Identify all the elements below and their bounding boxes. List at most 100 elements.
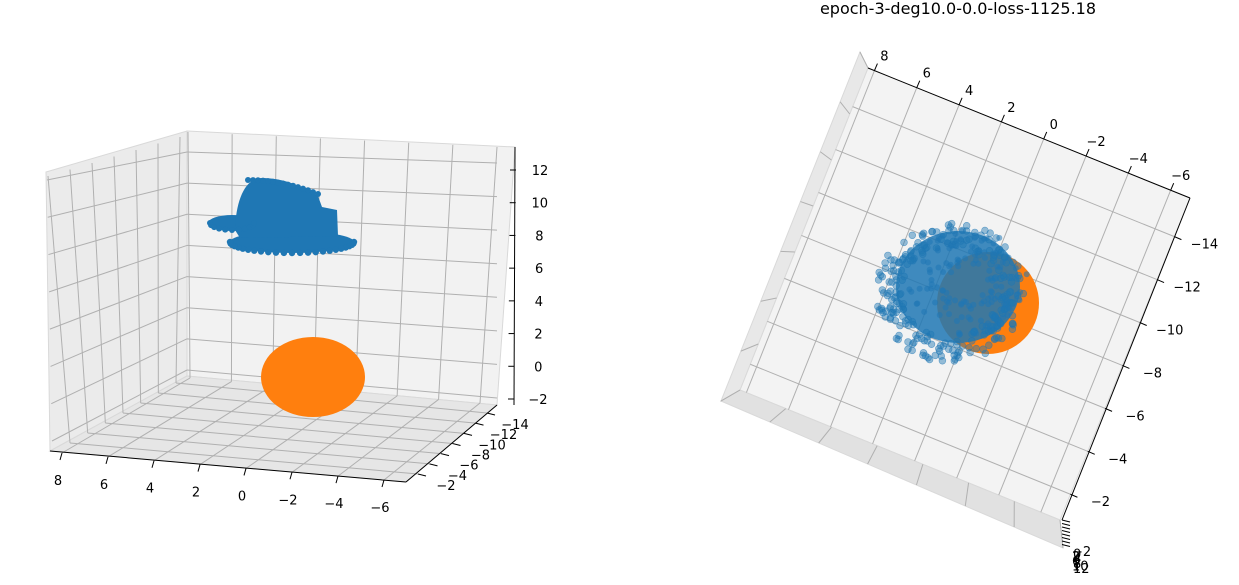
left-z-side-gridline	[47, 182, 188, 218]
left-blue-point	[295, 184, 301, 191]
right-blue-point	[967, 248, 974, 255]
right-blue-point	[927, 269, 933, 276]
right-x-tick-label: 4	[965, 84, 973, 99]
right-blue-point	[1016, 297, 1023, 304]
right-blue-cloud	[874, 219, 1030, 365]
left-blue-point	[270, 178, 276, 185]
left-z-gridline	[186, 307, 498, 332]
right-blue-point	[979, 292, 986, 299]
left-blue-point	[260, 177, 266, 184]
right-y-tick-label: −12	[1173, 281, 1200, 296]
right-blue-point	[944, 298, 950, 305]
right-blue-point	[952, 230, 959, 237]
right-blue-point	[896, 321, 904, 330]
right-blue-point	[940, 269, 946, 275]
right-blue-point	[942, 304, 949, 311]
right-blue-point	[989, 250, 996, 257]
right-blue-point	[895, 290, 904, 299]
right-blue-point	[962, 255, 969, 262]
right-z-bottom-gridline	[769, 408, 787, 423]
right-z-tick	[1061, 533, 1071, 537]
right-blue-point	[981, 249, 988, 256]
right-blue-point	[972, 344, 980, 353]
right-blue-point	[999, 271, 1007, 280]
right-y-tick	[1174, 236, 1182, 241]
right-blue-point	[1000, 314, 1007, 321]
left-blue-point	[310, 189, 316, 196]
left-y-gridline	[105, 422, 442, 455]
right-x-tick	[1127, 165, 1132, 174]
right-blue-point	[874, 276, 883, 284]
right-blue-point	[892, 276, 900, 284]
right-y-tick	[1122, 364, 1130, 369]
right-blue-point	[879, 309, 887, 317]
right-blue-point	[939, 287, 946, 294]
right-blue-point	[893, 299, 901, 307]
right-z-side-gridline	[740, 343, 759, 352]
right-blue-point	[952, 297, 958, 304]
right-blue-point	[892, 272, 900, 280]
right-blue-point	[938, 357, 947, 365]
right-y-tick	[1139, 322, 1147, 326]
left-blue-dots	[207, 177, 358, 257]
right-blue-point	[998, 294, 1007, 302]
right-blue-point	[972, 251, 978, 258]
left-y-tick-label: −14	[501, 418, 528, 433]
left-blue-point	[244, 246, 252, 253]
right-z-bottom-gridline	[915, 464, 924, 486]
right-blue-point	[1017, 289, 1024, 296]
right-x-gridline	[998, 172, 1129, 496]
right-z-tick-label: 10	[1072, 559, 1089, 574]
right-blue-point	[928, 277, 935, 283]
right-blue-point	[999, 259, 1006, 266]
left-z-side-gridline	[51, 369, 188, 442]
right-blue-point	[986, 267, 993, 274]
left-x-gridline	[153, 384, 274, 462]
right-x-tick-label: 6	[923, 67, 931, 82]
right-z-tick-label: 4	[1073, 552, 1081, 567]
right-blue-point	[913, 300, 920, 307]
right-blue-point	[991, 334, 999, 343]
right-blue-point	[1012, 265, 1019, 272]
right-blue-point	[987, 288, 994, 295]
right-x-tick	[916, 80, 921, 88]
right-blue-point	[981, 226, 989, 235]
right-x-tick	[1170, 183, 1175, 191]
right-blue-point	[899, 313, 907, 321]
left-blue-point	[285, 181, 291, 188]
left-blue-point	[300, 185, 306, 192]
right-blue-point	[886, 287, 895, 295]
right-blue-point	[885, 278, 893, 286]
right-y-axis-line	[1061, 197, 1191, 521]
right-z-tick-label: −2	[1072, 545, 1091, 560]
left-z-tick-label: 2	[534, 328, 542, 343]
right-blue-point	[932, 299, 939, 306]
right-blue-point	[979, 345, 987, 353]
right-blue-point	[886, 315, 894, 323]
right-blue-point	[900, 238, 908, 247]
left-z-gridline	[186, 276, 498, 298]
right-blue-point	[953, 238, 960, 244]
left-x-tick	[289, 472, 293, 480]
right-blue-point	[918, 231, 926, 239]
right-blue-point	[1008, 325, 1017, 333]
left-y-tick-label: −8	[471, 449, 490, 464]
right-blue-point	[1006, 305, 1013, 312]
left-blue-point	[272, 249, 280, 256]
left-z-tick-label: 0	[534, 360, 542, 375]
right-blue-point	[912, 243, 921, 251]
right-blue-point	[1001, 243, 1009, 251]
right-blue-point	[955, 263, 962, 270]
right-y-tick-label: −10	[1156, 324, 1183, 339]
right-blue-point	[936, 341, 945, 350]
right-blue-point	[959, 227, 966, 234]
left-x-gridline	[107, 381, 232, 458]
right-blue-point	[923, 337, 932, 345]
right-blue-point	[887, 309, 896, 317]
left-blue-point	[257, 248, 265, 255]
left-x-tick-label: −6	[370, 501, 389, 516]
right-blue-point	[987, 260, 995, 268]
right-blue-point	[946, 245, 953, 252]
right-z-tick-label: 6	[1072, 555, 1080, 570]
